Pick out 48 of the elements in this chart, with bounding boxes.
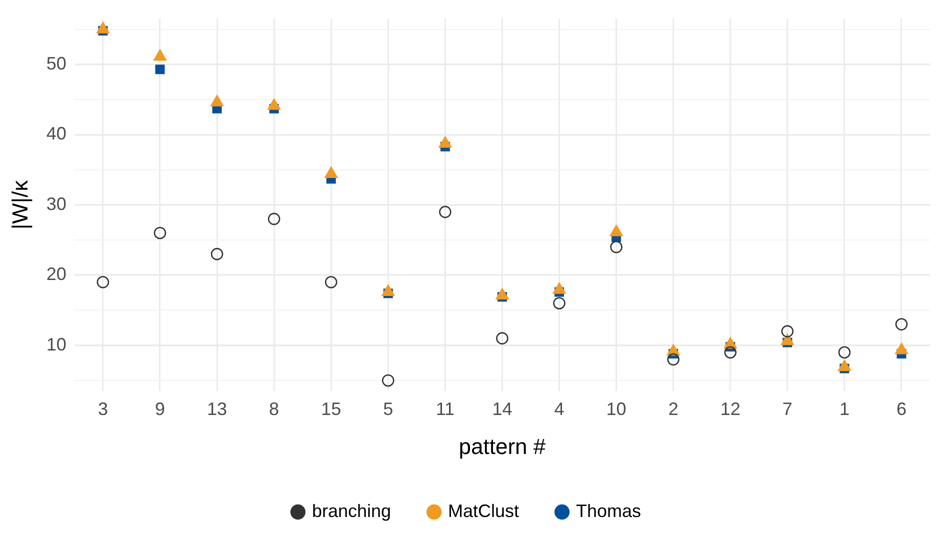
y-tick-label: 40 [46, 124, 66, 144]
point [382, 374, 394, 387]
x-tick-label: 15 [321, 398, 342, 419]
x-tick-label: 12 [720, 398, 740, 419]
point [96, 276, 110, 288]
x-tick-label: 10 [606, 398, 626, 419]
point [268, 212, 280, 226]
y-axis-title: |W|/κ [7, 179, 32, 230]
point [267, 98, 281, 110]
x-tick-label: 14 [492, 398, 512, 419]
point [553, 297, 566, 310]
point [324, 166, 338, 178]
point [838, 346, 851, 359]
x-tick-label: 11 [436, 398, 455, 419]
x-tick-label: 3 [98, 398, 108, 419]
point [438, 136, 452, 148]
x-tick-label: 13 [207, 398, 228, 419]
point [153, 49, 167, 61]
point [210, 248, 224, 260]
point [781, 325, 794, 338]
point [155, 64, 165, 74]
point [667, 353, 680, 366]
point [324, 276, 338, 288]
x-tick-label: 2 [668, 398, 678, 419]
x-tick-label: 4 [554, 398, 564, 419]
point [210, 94, 224, 106]
point [154, 226, 166, 240]
point [610, 224, 623, 236]
y-tick-label: 10 [46, 334, 66, 354]
x-tick-label: 7 [782, 398, 792, 419]
x-tick-label: 5 [383, 398, 394, 419]
point [439, 206, 452, 218]
x-tick-label: 9 [154, 398, 165, 419]
legend-label: Thomas [576, 500, 642, 521]
legend-label: MatClust [448, 500, 520, 521]
legend-label: branching [312, 500, 392, 521]
x-tick-label: 1 [839, 398, 850, 419]
point [96, 22, 110, 34]
x-tick-label: 6 [896, 398, 906, 419]
x-axis-title: pattern # [458, 434, 546, 459]
y-tick-label: 50 [46, 53, 66, 74]
point [895, 318, 908, 330]
point [610, 240, 622, 254]
point [496, 332, 508, 344]
y-tick-label: 30 [46, 194, 66, 214]
y-tick-label: 20 [46, 264, 66, 284]
x-tick-label: 8 [269, 398, 280, 419]
point [724, 346, 737, 359]
